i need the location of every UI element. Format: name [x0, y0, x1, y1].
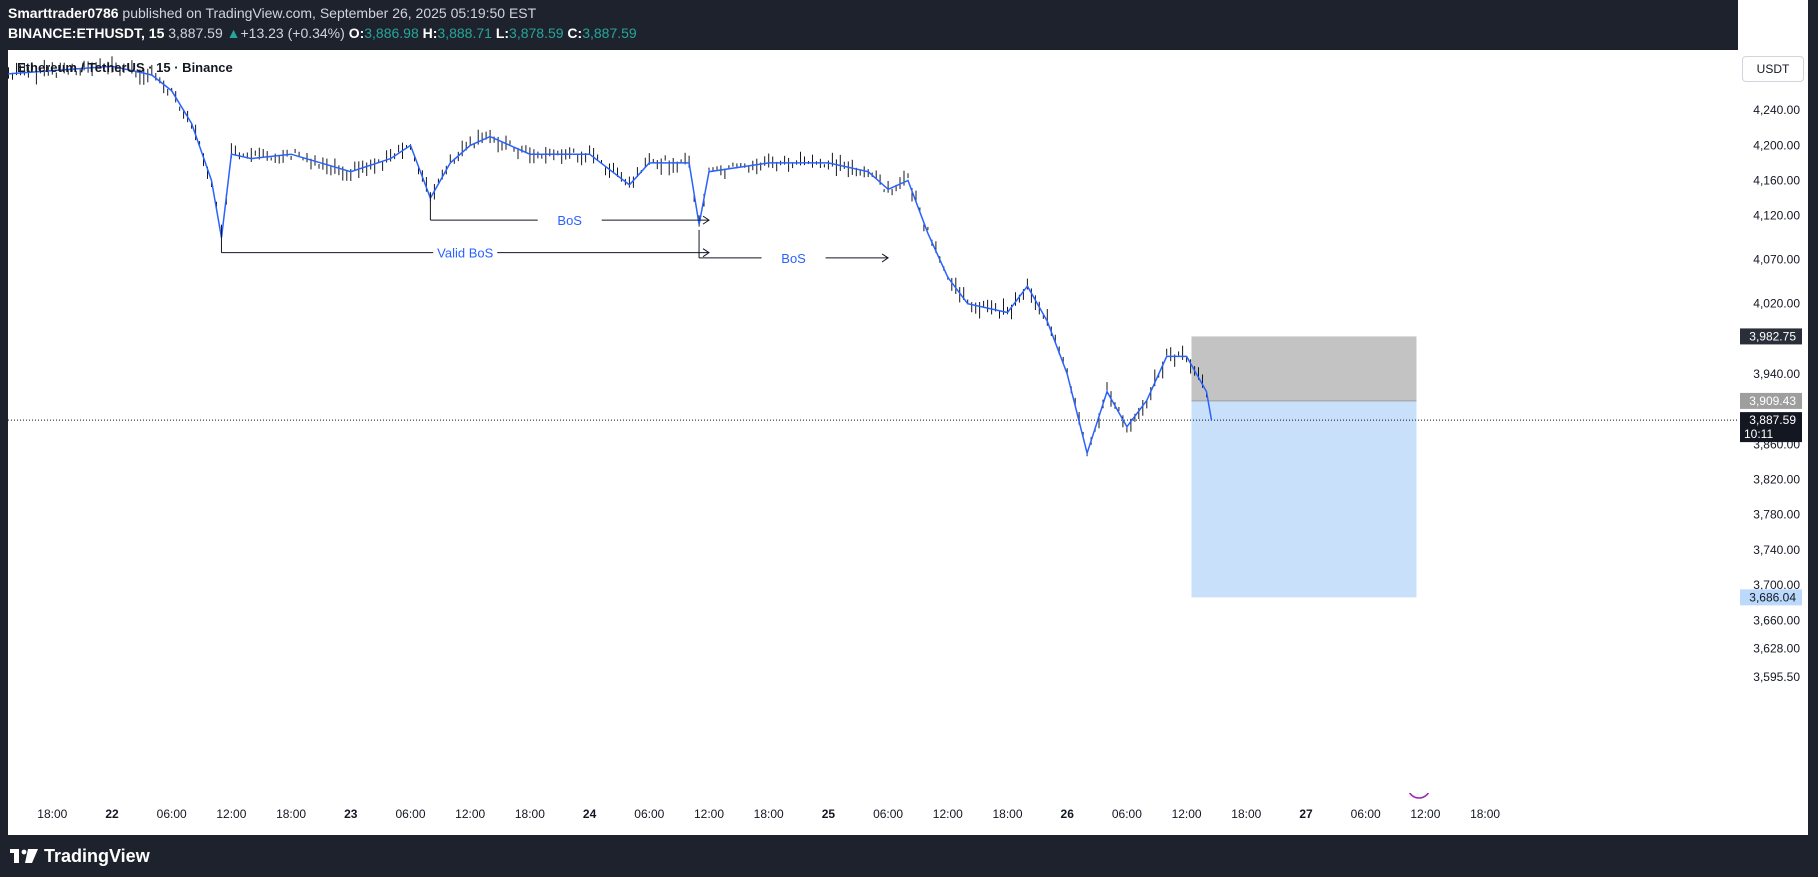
- time-tick: 12:00: [933, 807, 963, 821]
- stop-price-label: 3,982.75: [1740, 328, 1802, 345]
- publish-info: published on TradingView.com, September …: [122, 5, 537, 21]
- price-tick: 4,020.00: [1753, 297, 1800, 311]
- svg-text:3,686.04: 3,686.04: [1749, 590, 1796, 604]
- time-tick: 06:00: [395, 807, 425, 821]
- close-value: 3,887.59: [582, 25, 637, 41]
- low-label: L:: [495, 25, 510, 41]
- time-tick: 18:00: [1470, 807, 1500, 821]
- time-tick: 06:00: [157, 807, 187, 821]
- time-tick: 18:00: [754, 807, 784, 821]
- price-chart[interactable]: Valid BoS BoS BoS: [8, 50, 1746, 835]
- time-tick: 18:00: [992, 807, 1022, 821]
- tradingview-logo-icon: [10, 849, 38, 863]
- chart-title: Ethereum / TetherUS · 15 · Binance: [17, 60, 233, 75]
- countdown-label: 10:11: [1744, 427, 1773, 441]
- time-tick: 18:00: [276, 807, 306, 821]
- bos-label: BoS: [781, 251, 806, 266]
- time-tick: 06:00: [873, 807, 903, 821]
- time-tick: 12:00: [216, 807, 246, 821]
- last-price: 3,887.59: [168, 25, 223, 41]
- high-value: 3,888.71: [437, 25, 492, 41]
- price-tick: 3,595.50: [1753, 670, 1800, 684]
- price-tick: 4,240.00: [1753, 103, 1800, 117]
- svg-text:3,909.43: 3,909.43: [1749, 394, 1796, 408]
- price-change: +13.23 (+0.34%): [240, 25, 345, 41]
- stop-loss-zone[interactable]: [1191, 336, 1417, 401]
- price-tick: 3,700.00: [1753, 578, 1800, 592]
- bos-annotation: Valid BoS: [220, 224, 710, 261]
- time-tick: 12:00: [455, 807, 485, 821]
- time-tick: 23: [344, 807, 358, 821]
- time-tick: 22: [105, 807, 119, 821]
- bos-label: Valid BoS: [437, 246, 493, 261]
- target-price-label: 3,686.04: [1740, 589, 1802, 606]
- price-tick: 3,740.00: [1753, 543, 1800, 557]
- currency-button[interactable]: USDT: [1742, 56, 1804, 82]
- bos-label: BoS: [557, 213, 582, 228]
- bos-annotation: BoS: [698, 229, 890, 266]
- publish-line: Smarttrader0786 published on TradingView…: [8, 5, 536, 21]
- time-tick: 06:00: [1112, 807, 1142, 821]
- time-tick: 26: [1061, 807, 1075, 821]
- price-tick: 3,660.00: [1753, 613, 1800, 627]
- time-tick: 12:00: [694, 807, 724, 821]
- price-line: [8, 65, 1213, 456]
- low-value: 3,878.59: [509, 25, 564, 41]
- chart-header: Smarttrader0786 published on TradingView…: [0, 0, 1818, 50]
- time-axis[interactable]: 18:00 22 06:00 12:00 18:00 23 06:00 12:00 18:00 2…: [0, 793, 1818, 835]
- price-tick: 3,780.00: [1753, 508, 1800, 522]
- price-tick: 3,940.00: [1753, 367, 1800, 381]
- take-profit-zone[interactable]: [1191, 400, 1417, 598]
- time-tick: 06:00: [1351, 807, 1381, 821]
- ohlc-line: BINANCE:ETHUSDT, 15 3,887.59 ▲+13.23 (+0…: [8, 25, 637, 41]
- time-tick: 27: [1299, 807, 1313, 821]
- price-tick: 3,628.00: [1753, 641, 1800, 655]
- time-axis-ticks: 18:00 22 06:00 12:00 18:00 23 06:00 12:00 18:00 2…: [37, 807, 1500, 821]
- time-tick: 18:00: [515, 807, 545, 821]
- tradingview-brand: TradingView: [44, 845, 150, 866]
- svg-text:3,982.75: 3,982.75: [1749, 329, 1796, 343]
- footer-bar: [0, 835, 1818, 877]
- bos-annotation: BoS: [429, 192, 710, 229]
- tradingview-logo[interactable]: TradingView: [10, 845, 150, 867]
- price-tick: 4,200.00: [1753, 138, 1800, 152]
- time-tick: 18:00: [1231, 807, 1261, 821]
- bos-annotations[interactable]: Valid BoS BoS BoS: [220, 192, 890, 266]
- time-tick: 12:00: [1410, 807, 1440, 821]
- price-tick: 3,820.00: [1753, 473, 1800, 487]
- up-triangle-icon: ▲: [226, 25, 241, 41]
- price-tick: 4,070.00: [1753, 253, 1800, 267]
- entry-price-label: 3,909.43: [1740, 392, 1802, 409]
- time-tick: 18:00: [37, 807, 67, 821]
- svg-text:3,887.59: 3,887.59: [1749, 413, 1796, 427]
- time-tick: 25: [822, 807, 836, 821]
- time-tick: 24: [583, 807, 597, 821]
- symbol-label: BINANCE:ETHUSDT, 15: [8, 25, 165, 41]
- chart-area[interactable]: Valid BoS BoS BoS Ethereum / TetherUS · 15…: [8, 50, 1746, 835]
- price-tick: 4,120.00: [1753, 209, 1800, 223]
- price-axis[interactable]: 4,280.004,240.004,200.004,160.004,120.00…: [1738, 0, 1808, 835]
- price-tick: 4,160.00: [1753, 174, 1800, 188]
- author-name[interactable]: Smarttrader0786: [8, 5, 119, 21]
- open-label: O:: [348, 25, 365, 41]
- lightning-icon[interactable]: [1408, 793, 1430, 799]
- price-axis-ticks: 4,280.004,240.004,200.004,160.004,120.00…: [1753, 68, 1800, 684]
- high-label: H:: [422, 25, 438, 41]
- close-label: C:: [567, 25, 583, 41]
- open-value: 3,886.98: [364, 25, 419, 41]
- time-tick: 12:00: [1172, 807, 1202, 821]
- time-tick: 06:00: [634, 807, 664, 821]
